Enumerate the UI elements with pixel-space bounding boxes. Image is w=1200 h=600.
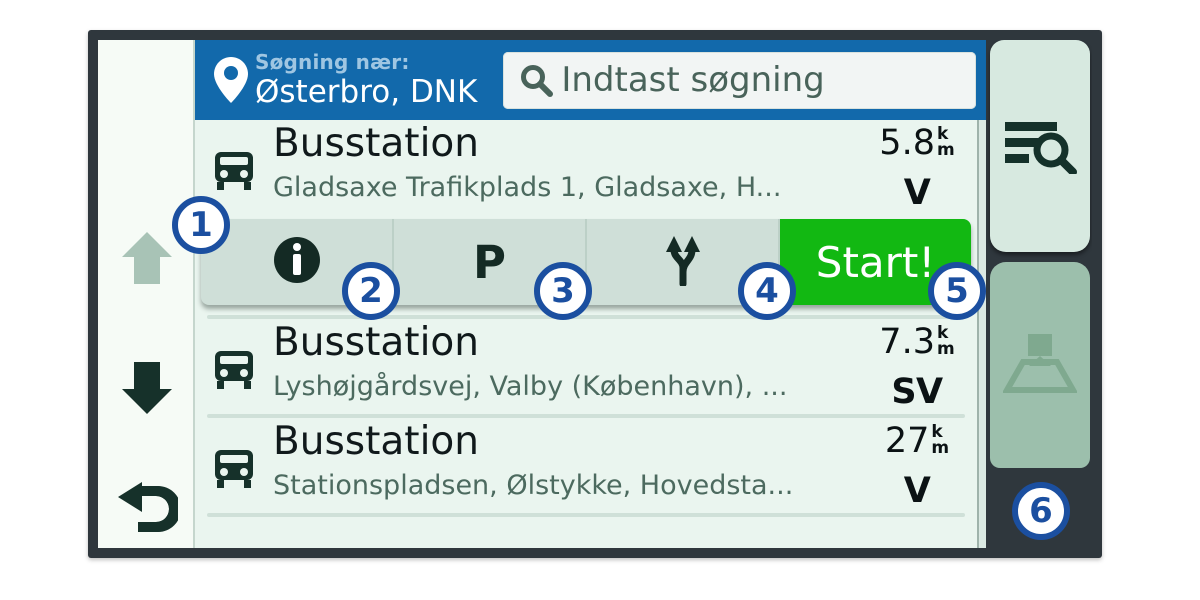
callout-badge-5: 5 (928, 262, 986, 320)
callout-badge-3: 3 (534, 262, 592, 320)
callout-badge-2: 2 (342, 262, 400, 320)
search-near-label: Søgning nær: (255, 49, 410, 74)
search-input[interactable]: Indtast søgning (503, 51, 976, 109)
arrow-up-icon (119, 229, 175, 287)
list-item-title: Busstation (273, 323, 480, 364)
list-item-distance: 7.3 k m (879, 325, 954, 360)
parking-button[interactable]: P (394, 219, 587, 305)
distance-value: 7.3 (879, 322, 935, 362)
back-arrow-icon (116, 480, 178, 536)
list-item-meta: 7.3 k m SV (857, 323, 977, 413)
list-search-icon (1003, 114, 1077, 178)
list-item-text: Busstation Stationspladsen, Ølstykke, Ho… (273, 422, 857, 511)
unit-top: k (936, 124, 949, 144)
callout-number: 4 (755, 271, 779, 311)
search-placeholder-text: Indtast søgning (561, 60, 825, 100)
list-item-distance: 5.8 k m (879, 126, 954, 161)
start-button-label: Start! (815, 237, 936, 287)
distance-unit: k m (936, 323, 955, 359)
routes-button[interactable] (587, 219, 780, 305)
arrow-down-icon (119, 359, 175, 417)
bus-icon (195, 124, 273, 213)
bus-icon (195, 422, 273, 511)
filter-search-button[interactable] (990, 40, 1090, 252)
list-divider (207, 414, 965, 418)
callout-badge-6: 6 (1012, 482, 1070, 540)
list-item[interactable]: Busstation Lyshøjgårdsvej, Valby (Københ… (195, 319, 977, 414)
list-item-address: Gladsaxe Trafikplads 1, Gladsaxe, H... (273, 172, 782, 203)
distance-unit: k m (931, 422, 950, 458)
list-item-meta: 5.8 k m V (857, 124, 977, 214)
list-item-direction: SV (891, 372, 943, 412)
unit-bottom: m (936, 139, 955, 160)
right-tool-strip (986, 40, 1092, 548)
results-area: Busstation Gladsaxe Trafikplads 1, Glads… (195, 120, 986, 548)
unit-top: k (936, 323, 949, 343)
unit-bottom: m (931, 437, 950, 458)
search-header: Søgning nær: Østerbro, DNK Indtast søgni… (195, 40, 986, 120)
scroll-down-button[interactable] (98, 340, 195, 436)
list-item[interactable]: Busstation Gladsaxe Trafikplads 1, Glads… (195, 120, 977, 215)
search-near-block[interactable]: Søgning nær: Østerbro, DNK (255, 49, 478, 110)
map-pin-icon (209, 56, 253, 104)
distance-value: 27 (884, 421, 930, 461)
parking-p-icon: P (473, 235, 506, 289)
item-action-panel: P (201, 219, 971, 305)
back-button[interactable] (98, 460, 195, 548)
map-view-button[interactable] (990, 262, 1090, 468)
list-item-title: Busstation (273, 124, 480, 165)
list-scrollbar[interactable] (977, 120, 986, 548)
list-divider (207, 315, 965, 319)
gps-device-frame: Søgning nær: Østerbro, DNK Indtast søgni… (88, 30, 1102, 558)
callout-number: 5 (945, 271, 969, 311)
list-item[interactable]: Busstation Stationspladsen, Ølstykke, Ho… (195, 418, 977, 513)
callout-number: 3 (551, 271, 575, 311)
main-column: Søgning nær: Østerbro, DNK Indtast søgni… (195, 40, 986, 548)
list-item-meta: 27 k m V (857, 422, 977, 512)
map-tray-icon (1001, 332, 1079, 398)
info-circle-icon (272, 235, 322, 289)
bus-icon (195, 323, 273, 412)
callout-badge-1: 1 (172, 196, 230, 254)
distance-value: 5.8 (879, 123, 935, 163)
search-icon (519, 63, 555, 97)
callout-number: 6 (1029, 491, 1053, 531)
list-item-text: Busstation Gladsaxe Trafikplads 1, Glads… (273, 124, 857, 213)
left-control-strip (98, 40, 195, 548)
distance-unit: k m (936, 124, 955, 160)
unit-top: k (931, 422, 943, 442)
info-button[interactable] (201, 219, 394, 305)
road-fork-icon (656, 234, 710, 290)
scroll-up-button[interactable] (98, 210, 195, 306)
search-near-value: Østerbro, DNK (255, 73, 478, 110)
device-screen: Søgning nær: Østerbro, DNK Indtast søgni… (98, 40, 1092, 548)
list-item-direction: V (903, 471, 931, 511)
callout-number: 1 (189, 205, 213, 245)
list-item-address: Stationspladsen, Ølstykke, Hovedsta... (273, 470, 794, 501)
list-item-address: Lyshøjgårdsvej, Valby (København), ... (273, 371, 788, 402)
callout-number: 2 (359, 271, 383, 311)
results-list: Busstation Gladsaxe Trafikplads 1, Glads… (195, 120, 977, 548)
list-item-direction: V (903, 173, 931, 213)
list-divider (207, 513, 965, 517)
list-item-text: Busstation Lyshøjgårdsvej, Valby (Københ… (273, 323, 857, 412)
unit-bottom: m (936, 338, 955, 359)
list-item-title: Busstation (273, 422, 480, 463)
list-item-distance: 27 k m (885, 424, 949, 459)
callout-badge-4: 4 (738, 262, 796, 320)
